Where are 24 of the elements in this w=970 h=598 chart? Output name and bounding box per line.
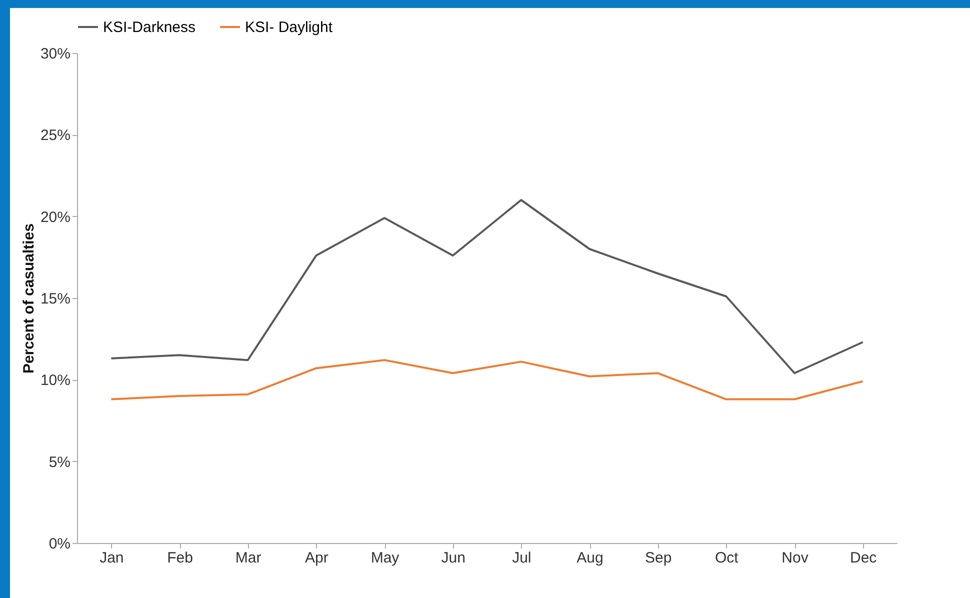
x-tick-label: Dec <box>850 550 878 566</box>
y-tick-label: 20% <box>40 208 70 226</box>
y-axis-title: Percent of casualties <box>20 223 38 374</box>
x-tick-label: Mar <box>235 550 262 566</box>
y-tick-label: 30% <box>40 46 70 62</box>
x-tick-label: Aug <box>576 550 604 566</box>
legend-label: KSI-Darkness <box>103 19 196 36</box>
line-series <box>110 359 864 400</box>
x-tick-label: Oct <box>714 550 740 566</box>
x-tick-label: Apr <box>304 550 328 566</box>
x-tick-label: Jun <box>441 550 466 566</box>
x-tick-label: Sep <box>644 550 672 566</box>
y-tick-label: 0% <box>48 536 70 552</box>
x-tick-label: Feb <box>167 550 193 566</box>
legend-label: KSI- Daylight <box>245 19 334 36</box>
x-tick-label: Jan <box>100 550 124 566</box>
line-series <box>110 199 864 374</box>
x-tick-label: Nov <box>782 550 809 566</box>
y-tick-label: 25% <box>40 127 70 144</box>
y-tick-label: 10% <box>40 372 70 390</box>
x-tick-label: Jul <box>512 550 532 566</box>
y-tick-label: 5% <box>48 454 70 471</box>
y-tick-label: 15% <box>40 290 70 308</box>
x-tick-label: May <box>370 550 400 566</box>
